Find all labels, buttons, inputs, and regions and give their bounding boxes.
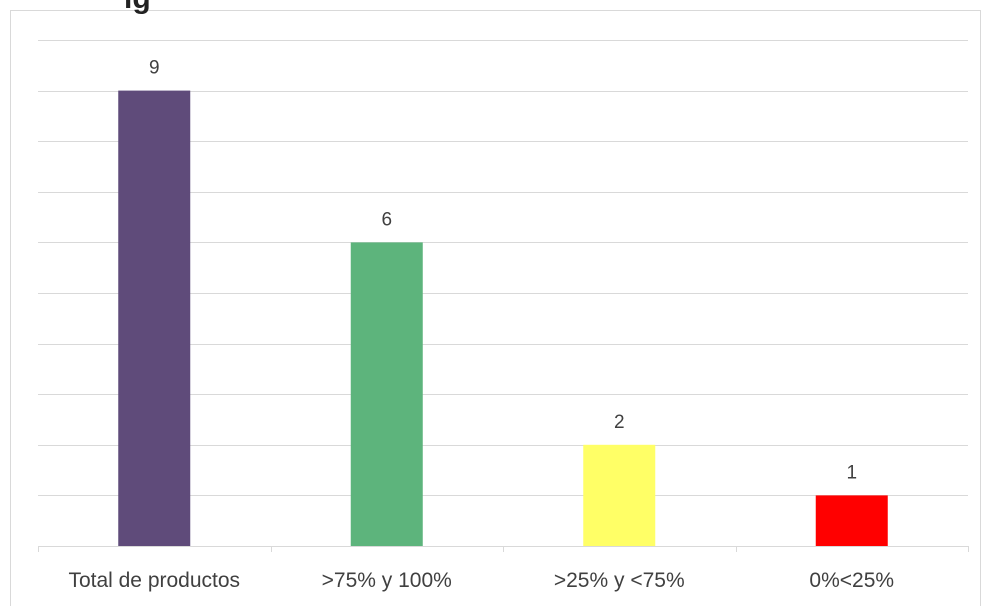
x-tick-labels: Total de productos >75% y 100% >25% y <75%…: [68, 569, 894, 592]
x-axis: [38, 546, 969, 552]
x-tick-label: 0%<25%: [809, 569, 894, 592]
data-labels: 9 6 2 1: [149, 58, 857, 484]
data-label: 9: [149, 58, 160, 79]
x-tick-label: >75% y 100%: [322, 569, 452, 592]
bar: [350, 242, 423, 546]
x-tick-label: >25% y <75%: [554, 569, 685, 592]
bar: [815, 495, 888, 546]
gridlines: [38, 40, 968, 496]
chart-title-fragment: ig: [124, 0, 151, 16]
data-label: 1: [846, 462, 857, 483]
data-label: 6: [381, 209, 392, 230]
bar: [118, 90, 191, 546]
data-label: 2: [614, 412, 625, 433]
x-tick-label: Total de productos: [68, 569, 240, 592]
bar: [583, 444, 656, 546]
bars: [118, 90, 888, 546]
